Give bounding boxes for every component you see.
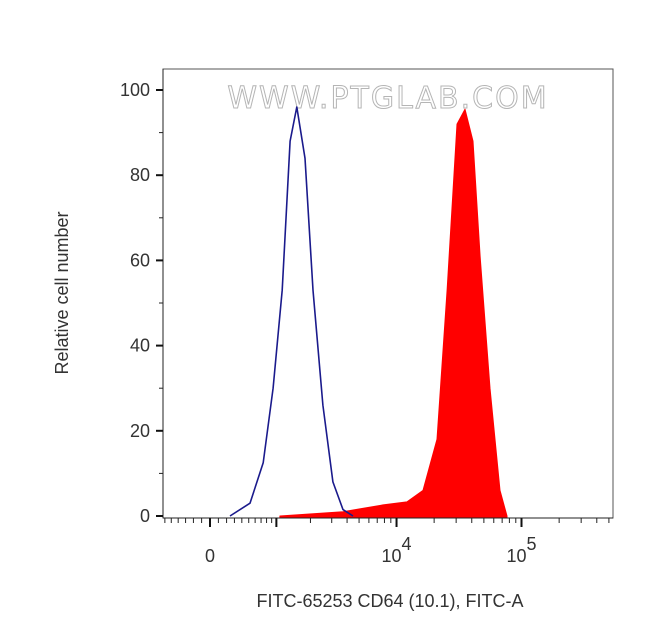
watermark: WWW.PTGLAB.COM [227,81,548,116]
y-tick-label: 80 [130,165,150,185]
series-filled-histogram [279,108,508,519]
plot-frame [162,68,614,519]
y-axis: 0 20 40 60 80 100 [120,69,164,526]
x-tick-label: 0 [205,546,215,566]
y-tick-label: 20 [130,421,150,441]
y-axis-title: Relative cell number [52,211,72,374]
x-tick-label: 105 [506,534,536,566]
y-tick-label: 100 [120,80,150,100]
series-outline-histogram [229,106,354,517]
x-axis-title: FITC-65253 CD64 (10.1), FITC-A [256,591,523,611]
y-tick-label: 40 [130,336,150,356]
y-tick-label: 0 [140,506,150,526]
x-tick-label: 104 [382,534,412,566]
y-tick-label: 60 [130,250,150,270]
x-axis: 0 104 105 [163,517,613,566]
